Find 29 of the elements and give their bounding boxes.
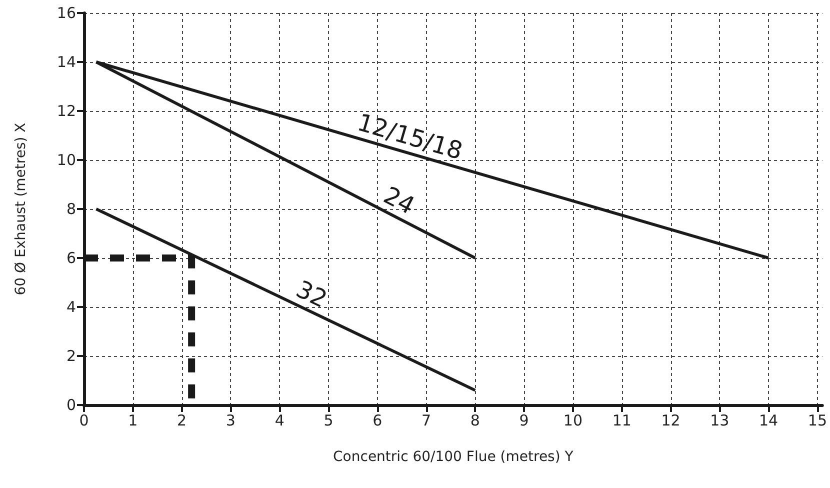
x-tick-label: 1 [128, 412, 138, 430]
y-tick-label: 0 [66, 396, 76, 414]
y-tick-label: 16 [56, 4, 76, 22]
x-tick-label: 7 [422, 412, 432, 430]
x-tick-label: 11 [612, 412, 632, 430]
y-tick-label: 12 [56, 102, 76, 120]
x-tick-label: 8 [470, 412, 480, 430]
x-tick-label: 15 [808, 412, 828, 430]
x-tick-label: 6 [372, 412, 382, 430]
y-tick-label: 14 [56, 53, 76, 71]
x-tick-label: 4 [274, 412, 284, 430]
x-tick-label: 14 [759, 412, 778, 430]
text: 32 [292, 275, 332, 314]
x-tick-label: 3 [226, 412, 236, 430]
x-tick-label: 10 [563, 412, 583, 430]
y-tick-label: 2 [66, 347, 76, 365]
y-tick-label: 4 [66, 298, 76, 316]
x-tick-label: 5 [324, 412, 334, 430]
y-axis-title: 60 Ø Exhaust (metres) X [13, 122, 29, 296]
x-tick-label: 12 [661, 412, 680, 430]
x-tick-label: 13 [710, 412, 730, 430]
x-tick-label: 0 [79, 412, 89, 430]
x-axis-title: Concentric 60/100 Flue (metres) Y [333, 449, 574, 465]
y-tick-label: 8 [66, 200, 76, 218]
x-tick-label: 9 [519, 412, 529, 430]
y-tick-label: 6 [66, 249, 76, 267]
text: 24 [379, 181, 420, 220]
y-tick-label: 10 [56, 151, 76, 169]
x-tick-label: 2 [177, 412, 187, 430]
